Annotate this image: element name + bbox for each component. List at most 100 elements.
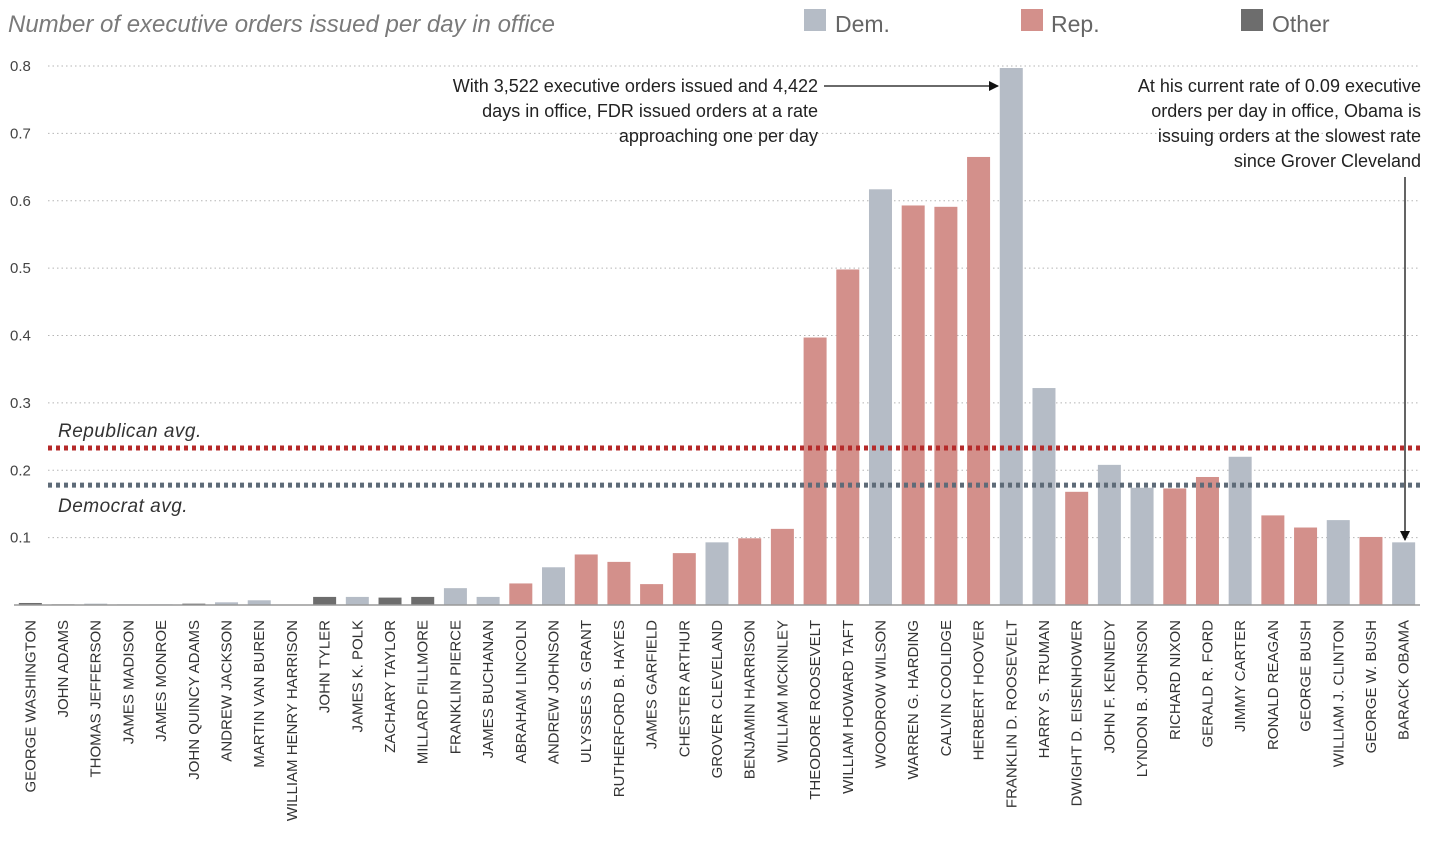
x-tick-label: JAMES K. POLK: [349, 620, 366, 733]
bar: [542, 567, 566, 605]
bar: [1097, 464, 1121, 605]
x-tick-label: JOHN ADAMS: [55, 620, 72, 718]
x-tick-label: ABRAHAM LINCOLN: [513, 620, 530, 763]
bar: [868, 189, 892, 605]
x-tick-label: WOODROW WILSON: [872, 620, 889, 768]
annotation-obama-line-2: orders per day in office, Obama is: [1151, 101, 1421, 121]
x-tick-label: THEODORE ROOSEVELT: [807, 620, 824, 800]
legend-label-other: Other: [1272, 11, 1330, 37]
x-tick-label: GROVER CLEVELAND: [709, 620, 726, 779]
x-tick-label: HARRY S. TRUMAN: [1036, 620, 1053, 758]
x-tick-label: ANDREW JACKSON: [219, 620, 236, 762]
x-tick-label: WILLIAM HOWARD TAFT: [840, 620, 857, 794]
y-tick-label: 0.5: [10, 260, 31, 277]
bar: [1032, 388, 1056, 605]
x-tick-label: ANDREW JOHNSON: [546, 620, 563, 764]
x-tick-label: JAMES GARFIELD: [644, 620, 661, 749]
bar: [1130, 487, 1154, 605]
x-axis: GEORGE WASHINGTON JOHN ADAMS THOMAS JEFFER…: [22, 620, 1412, 821]
bar: [738, 538, 762, 605]
bar: [901, 205, 925, 605]
bar: [1163, 488, 1187, 605]
bar: [1359, 536, 1383, 605]
bar: [509, 583, 533, 605]
x-tick-label: JOHN QUINCY ADAMS: [186, 620, 203, 780]
x-tick-label: ULYSSES S. GRANT: [578, 620, 595, 763]
y-axis: 0.8 0.7 0.6 0.5 0.4 0.3 0.2 0.1: [10, 58, 31, 547]
bar: [411, 596, 435, 605]
bar: [1294, 527, 1318, 605]
annotation-fdr-line-2: days in office, FDR issued orders at a r…: [482, 101, 818, 121]
bar: [705, 542, 729, 605]
x-tick-label: FRANKLIN D. ROOSEVELT: [1003, 620, 1020, 808]
x-tick-label: HERBERT HOOVER: [971, 620, 988, 760]
x-tick-label: GEORGE WASHINGTON: [22, 620, 39, 793]
bar: [574, 554, 598, 605]
x-tick-label: MILLARD FILLMORE: [415, 620, 432, 764]
legend: Dem. Rep. Other: [804, 9, 1330, 37]
x-tick-label: DWIGHT D. EISENHOWER: [1069, 620, 1086, 807]
y-tick-label: 0.3: [10, 395, 31, 412]
annotation-obama: At his current rate of 0.09 executive or…: [1138, 76, 1421, 541]
bar: [345, 596, 369, 605]
annotation-obama-line-1: At his current rate of 0.09 executive: [1138, 76, 1421, 96]
bar: [607, 561, 631, 605]
x-tick-label: WILLIAM J. CLINTON: [1330, 620, 1347, 767]
bar: [1228, 456, 1252, 605]
y-tick-label: 0.2: [10, 462, 31, 479]
x-tick-label: THOMAS JEFFERSON: [88, 620, 105, 778]
bar: [1195, 476, 1219, 605]
legend-swatch-other: [1241, 9, 1263, 31]
legend-label-rep: Rep.: [1051, 11, 1100, 37]
bar: [1261, 515, 1285, 605]
bar: [215, 602, 239, 605]
bar: [313, 596, 337, 605]
annotation-obama-line-4: since Grover Cleveland: [1234, 151, 1421, 171]
bar: [476, 596, 500, 605]
legend-label-dem: Dem.: [835, 11, 890, 37]
bar: [640, 584, 664, 605]
x-tick-label: GEORGE W. BUSH: [1363, 620, 1380, 753]
x-tick-label: GERALD R. FORD: [1199, 620, 1216, 748]
x-tick-label: MARTIN VAN BUREN: [251, 620, 268, 768]
x-tick-label: JAMES MONROE: [153, 620, 170, 742]
y-tick-label: 0.7: [10, 125, 31, 142]
y-tick-label: 0.4: [10, 328, 31, 345]
x-tick-label: FRANKLIN PIERCE: [447, 620, 464, 754]
bar: [803, 337, 827, 605]
chart-title: Number of executive orders issued per da…: [8, 11, 555, 38]
x-tick-label: WILLIAM MCKINLEY: [774, 620, 791, 763]
republican-avg-label: Republican avg.: [58, 421, 202, 442]
gridlines: [48, 65, 1420, 539]
bar: [967, 156, 991, 606]
bar: [18, 602, 42, 605]
bars: [18, 68, 1416, 606]
bar: [770, 528, 794, 605]
x-tick-label: WILLIAM HENRY HARRISON: [284, 620, 301, 821]
y-tick-label: 0.6: [10, 193, 31, 210]
annotation-fdr-line-3: approaching one per day: [619, 126, 818, 146]
x-tick-label: CALVIN COOLIDGE: [938, 620, 955, 756]
bar: [934, 206, 958, 605]
x-tick-label: ZACHARY TAYLOR: [382, 620, 399, 753]
x-tick-label: JAMES BUCHANAN: [480, 620, 497, 758]
bar: [1392, 542, 1416, 605]
average-lines: Republican avg. Democrat avg.: [48, 421, 1420, 517]
bar: [1065, 491, 1089, 605]
x-tick-label: JAMES MADISON: [120, 620, 137, 744]
bar: [1326, 520, 1350, 605]
x-tick-label: CHESTER ARTHUR: [676, 620, 693, 757]
x-tick-label: BARACK OBAMA: [1396, 620, 1413, 740]
bar: [836, 269, 860, 605]
x-tick-label: JOHN F. KENNEDY: [1101, 620, 1118, 753]
x-tick-label: JOHN TYLER: [317, 620, 334, 713]
legend-swatch-dem: [804, 9, 826, 31]
x-tick-label: RONALD REAGAN: [1265, 620, 1282, 750]
x-tick-label: LYNDON B. JOHNSON: [1134, 620, 1151, 777]
x-tick-label: BENJAMIN HARRISON: [742, 620, 759, 779]
bar: [672, 553, 696, 605]
x-tick-label: GEORGE BUSH: [1298, 620, 1315, 732]
legend-swatch-rep: [1021, 9, 1043, 31]
bar: [378, 597, 402, 605]
